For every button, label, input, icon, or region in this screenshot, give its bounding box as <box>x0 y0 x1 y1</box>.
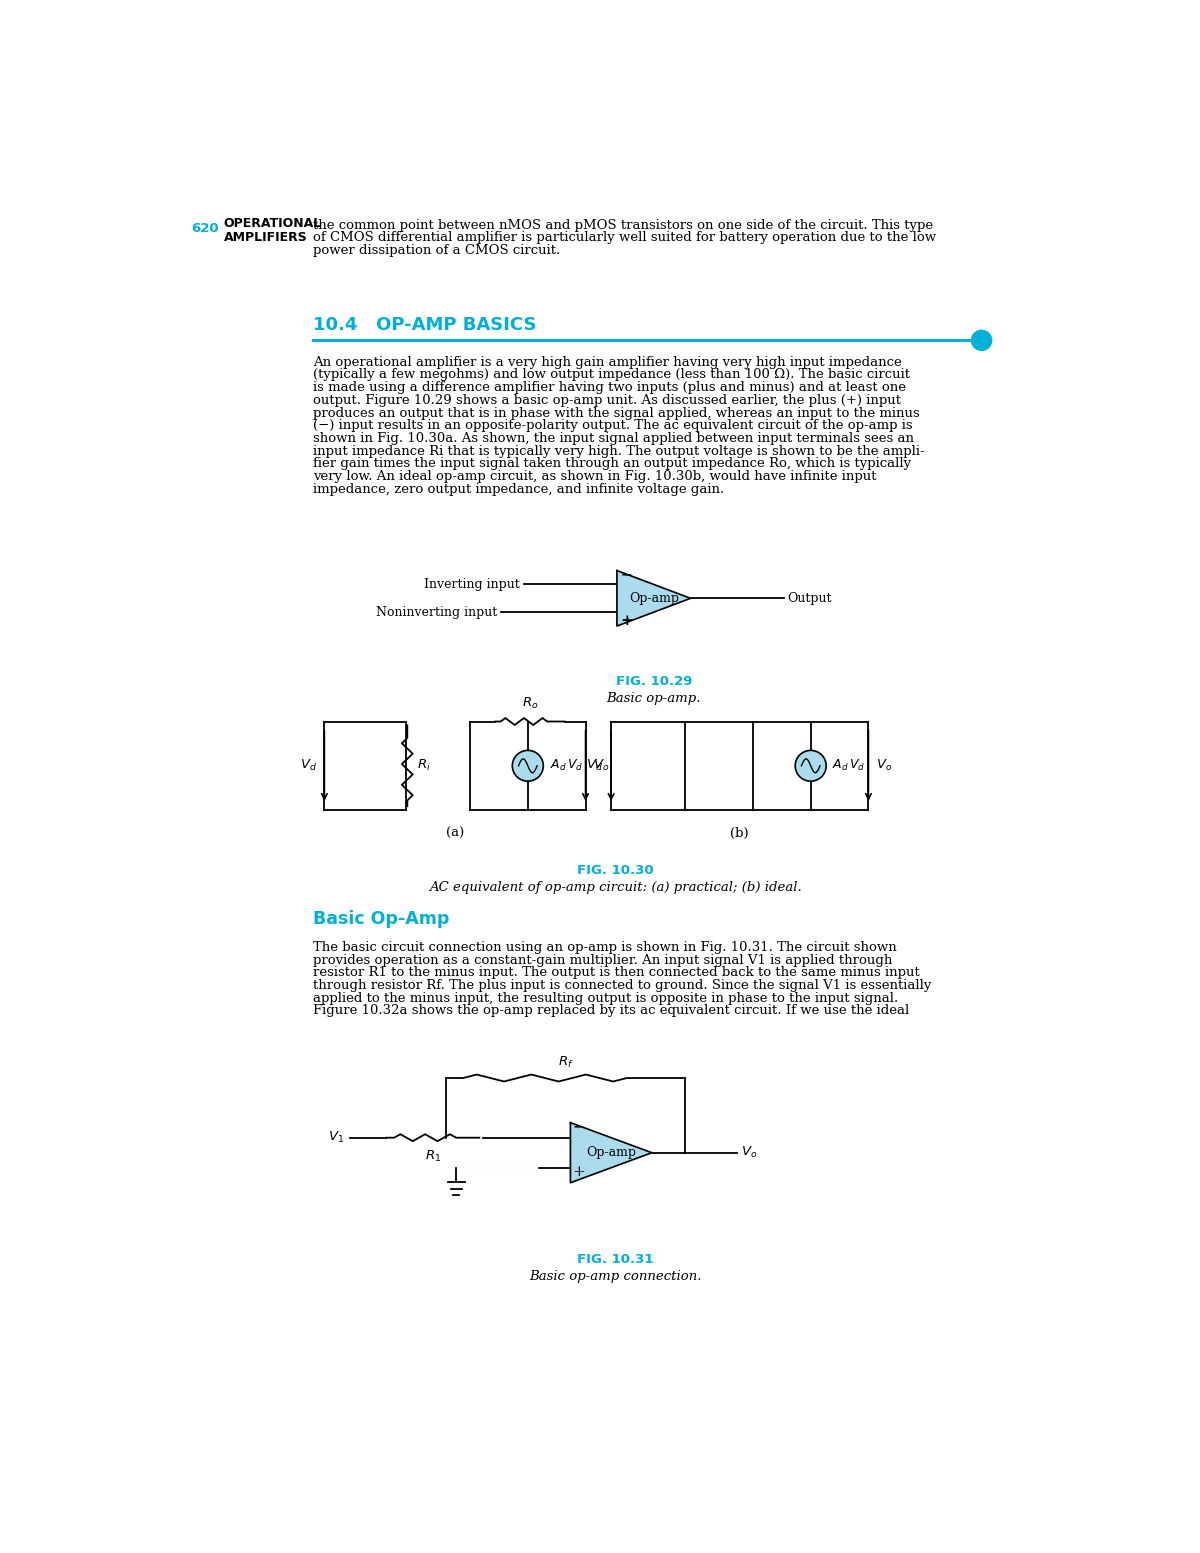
Text: FIG. 10.29: FIG. 10.29 <box>616 676 692 688</box>
Text: OPERATIONAL: OPERATIONAL <box>223 217 322 230</box>
Text: (typically a few megohms) and low output impedance (less than 100 Ω). The basic : (typically a few megohms) and low output… <box>313 368 910 382</box>
Text: Noninverting input: Noninverting input <box>376 606 497 618</box>
Text: very low. An ideal op-amp circuit, as shown in Fig. 10.30b, would have infinite : very low. An ideal op-amp circuit, as sh… <box>313 471 876 483</box>
Text: produces an output that is in phase with the signal applied, whereas an input to: produces an output that is in phase with… <box>313 407 919 419</box>
Text: $V_1$: $V_1$ <box>328 1131 343 1145</box>
Text: of CMOS differential amplifier is particularly well suited for battery operation: of CMOS differential amplifier is partic… <box>313 231 936 244</box>
Text: +: + <box>620 613 632 627</box>
Polygon shape <box>617 570 690 626</box>
Text: $R_i$: $R_i$ <box>416 758 431 773</box>
Text: Output: Output <box>787 592 832 604</box>
Text: FIG. 10.30: FIG. 10.30 <box>577 863 653 877</box>
Text: An operational amplifier is a very high gain amplifier having very high input im: An operational amplifier is a very high … <box>313 356 901 368</box>
Text: applied to the minus input, the resulting output is opposite in phase to the inp: applied to the minus input, the resultin… <box>313 992 898 1005</box>
Text: Basic op-amp connection.: Basic op-amp connection. <box>529 1270 701 1283</box>
Text: $V_o$: $V_o$ <box>876 758 893 773</box>
Text: Op-amp: Op-amp <box>629 592 679 604</box>
Text: fier gain times the input signal taken through an output impedance Ro, which is : fier gain times the input signal taken t… <box>313 458 911 471</box>
Circle shape <box>796 750 826 781</box>
Text: (b): (b) <box>731 828 749 840</box>
Text: 10.4   OP-AMP BASICS: 10.4 OP-AMP BASICS <box>313 315 536 334</box>
Text: −: − <box>572 1120 584 1134</box>
Text: $A_d\,V_d$: $A_d\,V_d$ <box>550 758 583 773</box>
Text: Basic op-amp.: Basic op-amp. <box>606 693 701 705</box>
Text: Op-amp: Op-amp <box>586 1146 636 1159</box>
Text: the common point between nMOS and pMOS transistors on one side of the circuit. T: the common point between nMOS and pMOS t… <box>313 219 932 231</box>
Text: $V_o$: $V_o$ <box>740 1145 757 1160</box>
Text: $R_f$: $R_f$ <box>558 1054 574 1070</box>
Text: (a): (a) <box>446 828 464 840</box>
Text: AC equivalent of op-amp circuit: (a) practical; (b) ideal.: AC equivalent of op-amp circuit: (a) pra… <box>428 881 802 895</box>
Text: output. Figure 10.29 shows a basic op-amp unit. As discussed earlier, the plus (: output. Figure 10.29 shows a basic op-am… <box>313 394 901 407</box>
Text: $R_1$: $R_1$ <box>425 1149 440 1163</box>
Text: $A_d\,V_d$: $A_d\,V_d$ <box>833 758 865 773</box>
Polygon shape <box>570 1123 652 1183</box>
Text: Inverting input: Inverting input <box>425 578 520 592</box>
Text: resistor R1 to the minus input. The output is then connected back to the same mi: resistor R1 to the minus input. The outp… <box>313 966 919 980</box>
Text: provides operation as a constant-gain multiplier. An input signal V1 is applied : provides operation as a constant-gain mu… <box>313 954 892 966</box>
Text: is made using a difference amplifier having two inputs (plus and minus) and at l: is made using a difference amplifier hav… <box>313 380 906 394</box>
Text: 620: 620 <box>191 222 218 235</box>
Text: FIG. 10.31: FIG. 10.31 <box>577 1253 653 1266</box>
Text: Basic Op-Amp: Basic Op-Amp <box>313 910 449 929</box>
Text: through resistor Rf. The plus input is connected to ground. Since the signal V1 : through resistor Rf. The plus input is c… <box>313 978 931 992</box>
Text: power dissipation of a CMOS circuit.: power dissipation of a CMOS circuit. <box>313 244 560 258</box>
Text: −: − <box>620 567 631 581</box>
Circle shape <box>972 331 991 351</box>
Text: $V_d$: $V_d$ <box>300 758 317 773</box>
Circle shape <box>512 750 544 781</box>
Text: $R_o$: $R_o$ <box>522 696 538 711</box>
Text: impedance, zero output impedance, and infinite voltage gain.: impedance, zero output impedance, and in… <box>313 483 724 495</box>
Text: Figure 10.32a shows the op-amp replaced by its ac equivalent circuit. If we use : Figure 10.32a shows the op-amp replaced … <box>313 1005 910 1017</box>
Text: $V_d$: $V_d$ <box>587 758 604 773</box>
Text: shown in Fig. 10.30a. As shown, the input signal applied between input terminals: shown in Fig. 10.30a. As shown, the inpu… <box>313 432 913 446</box>
Text: (−) input results in an opposite-polarity output. The ac equivalent circuit of t: (−) input results in an opposite-polarit… <box>313 419 912 432</box>
Text: $V_o$: $V_o$ <box>593 758 610 773</box>
Text: +: + <box>572 1165 586 1179</box>
Text: The basic circuit connection using an op-amp is shown in Fig. 10.31. The circuit: The basic circuit connection using an op… <box>313 941 896 954</box>
Text: AMPLIFIERS: AMPLIFIERS <box>223 231 307 244</box>
Text: input impedance Ri that is typically very high. The output voltage is shown to b: input impedance Ri that is typically ver… <box>313 444 924 458</box>
